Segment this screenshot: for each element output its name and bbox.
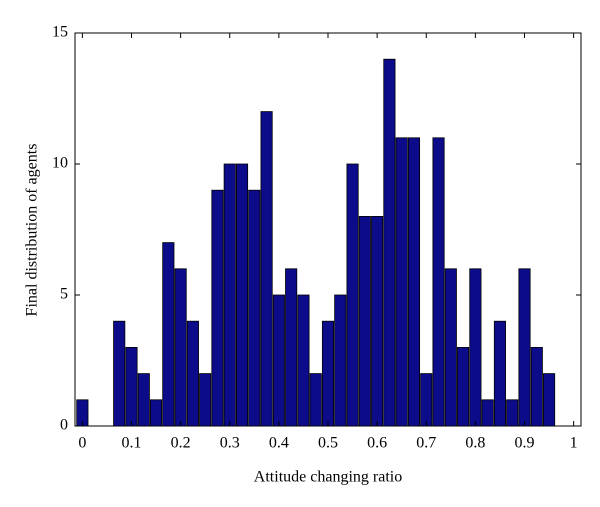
y-tick-label: 10 [52,155,68,172]
bar [248,189,261,427]
bar [211,189,224,427]
bar [395,137,408,427]
x-tick-label: 0.7 [416,435,436,452]
bar [444,268,457,427]
bar [346,163,359,427]
bar [199,373,212,427]
x-axis-label: Attitude changing ratio [254,469,402,486]
y-tick-label: 0 [60,417,68,434]
bar [334,294,347,427]
x-tick-label: 0.4 [269,435,289,452]
x-tick-label: 0.2 [171,435,191,452]
bar [530,346,543,427]
bar [383,58,396,427]
x-tick-label: 0.3 [220,435,240,452]
bar [407,137,421,427]
bar [125,346,138,427]
bar [506,399,519,427]
bar [469,268,482,427]
bar [432,137,445,427]
bar [174,268,187,427]
bar [371,215,384,427]
bar [285,268,298,427]
bar [309,373,322,427]
bar [518,268,531,427]
x-tick-label: 1 [570,435,578,452]
bar [223,163,236,427]
bar [358,215,371,427]
bar [457,346,470,427]
x-tick-label: 0.9 [515,435,535,452]
bar [260,111,273,427]
bar [297,294,310,427]
bar [162,242,175,427]
x-tick-label: 0.5 [318,435,338,452]
bar [113,320,126,427]
y-tick-label: 15 [52,24,68,41]
bar [235,163,249,427]
bar [272,294,285,427]
bar [420,373,433,427]
x-tick-label: 0.6 [367,435,387,452]
bar [186,320,199,427]
y-tick-label: 5 [60,286,68,303]
bar [481,399,494,427]
y-axis-label: Final distribution of agents [24,144,41,317]
bar [493,320,506,427]
x-tick-label: 0.8 [465,435,485,452]
bar [137,373,150,427]
bar [150,399,163,427]
bar [321,320,335,427]
x-tick-label: 0 [78,435,86,452]
bar [543,373,556,427]
x-tick-label: 0.1 [121,435,141,452]
